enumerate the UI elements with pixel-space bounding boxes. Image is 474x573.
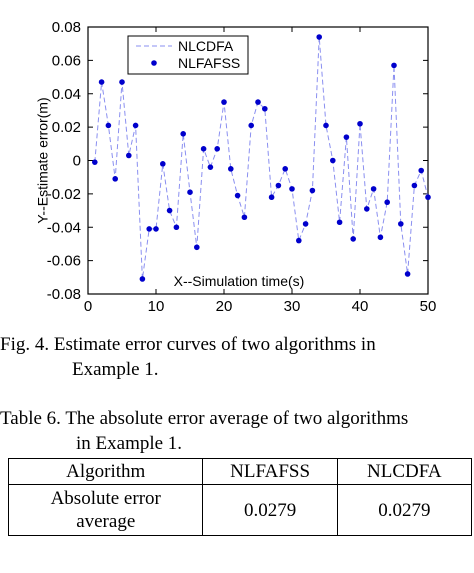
nlfafss-point [336,219,343,226]
y-tick-label: -0.06 [47,253,81,270]
nlfafss-point [384,199,391,206]
y-tick-label: 0.08 [52,19,81,36]
nlfafss-point [323,122,329,129]
nlfafss-point [377,234,384,241]
nlfafss-point [180,131,186,137]
table-caption-line-2: in Example 1. [76,433,183,454]
y-tick-label: -0.08 [47,286,81,303]
figure-caption-line-2: Example 1. [72,359,159,380]
nlfafss-point [296,237,302,244]
nlfafss-point [309,187,316,194]
nlfafss-point [92,159,98,165]
nlfafss-point [234,192,241,199]
y-axis-label: Y--Estimate error(m) [35,97,51,223]
nlfafss-point [187,189,193,196]
nlfafss-point [330,157,336,164]
table-caption-line-1: Table 6. The absolute error average of t… [0,408,409,429]
nlfafss-point [425,194,431,201]
nlfafss-point [370,186,377,192]
nlfafss-point [404,271,411,277]
nlfafss-point [289,186,295,192]
nlfafss-point [228,166,234,172]
table-row: Absolute error average 0.0279 0.0279 [7,484,473,536]
nlfafss-point [418,167,425,174]
nlfafss-point [153,226,159,232]
header-nlfafss: NLFAFSS [202,458,338,485]
x-tick-label: 10 [148,298,165,315]
x-tick-label: 50 [420,298,437,315]
nlfafss-point [221,99,227,105]
figure-caption: Fig. 4. Estimate error curves of two alg… [0,332,474,382]
y-tick-label: 0 [73,153,81,170]
nlfafss-point [262,105,268,112]
error-chart: 0 10 20 30 40 50 0.08 0.06 0.04 0.02 0 -0.02 -0.04 -0… [35,19,437,315]
nlfafss-point [241,214,248,221]
tick-labels: 0 10 20 30 40 50 0.08 0.06 0.04 0.02 0 -0.02 -0.04 -0… [47,19,437,315]
nlfafss-point [214,146,220,152]
nlfafss-point [316,34,323,40]
y-tick-label: 0.04 [52,86,81,103]
nlfafss-point [343,134,350,140]
y-tick-label: 0.06 [52,52,81,69]
nlfafss-point [350,236,357,242]
nlfafss-point [146,226,152,232]
nlfafss-point [132,122,139,129]
x-tick-label: 20 [216,298,233,315]
nlfafss-point [302,221,309,227]
x-tick-label: 30 [284,298,301,315]
nlfafss-point [398,221,404,227]
table-header-row: Algorithm NLFAFSS NLCDFA [7,458,473,485]
nlfafss-point [207,164,214,170]
y-tick-label: -0.02 [47,186,81,203]
value-nlfafss: 0.0279 [202,484,338,536]
nlfafss-point [160,161,166,167]
legend-label-nlcdfa: NLCDFA [178,38,234,54]
y-tick-label: 0.02 [52,119,81,136]
nlfafss-point [200,146,207,152]
nlfafss-point [248,122,254,129]
header-algorithm: Algorithm [7,458,204,485]
row-label-cell: Absolute error average [7,484,204,536]
nlfafss-point [194,244,200,251]
nlfafss-point [391,62,397,69]
row-label-line-2: average [76,511,136,532]
nlfafss-point [411,182,418,189]
absolute-error-table: Algorithm NLFAFSS NLCDFA Absolute error … [7,458,473,536]
nlfafss-point [275,182,282,189]
x-axis-label: X--Simulation time(s) [174,273,305,289]
nlfafss-point [105,122,112,129]
legend-box [127,35,249,75]
nlfafss-point [364,206,370,212]
value-nlcdfa: 0.0279 [336,484,473,536]
x-tick-label: 40 [352,298,369,315]
header-nlcdfa: NLCDFA [336,458,473,485]
nlfafss-point [268,194,275,201]
nlfafss-point [173,224,180,231]
row-label-line-1: Absolute error [50,488,161,509]
nlfafss-point [126,152,132,159]
nlfafss-point [357,120,363,127]
nlfafss-point [282,166,289,172]
y-tick-label: -0.04 [47,219,81,236]
x-tick-label: 0 [84,298,92,315]
nlfafss-point [166,207,173,214]
nlfafss-point [98,79,105,85]
nlfafss-point [139,276,146,282]
legend-marker-sample [151,60,157,66]
figure-caption-line-1: Fig. 4. Estimate error curves of two alg… [0,334,376,355]
legend-label-nlfafss: NLFAFSS [178,55,240,71]
nlfafss-point [119,79,125,85]
nlfafss-markers [92,34,431,282]
nlfafss-point [255,99,261,105]
nlfafss-point [112,176,118,182]
legend: NLCDFA NLFAFSS [127,35,249,75]
table-caption: Table 6. The absolute error average of t… [0,406,408,456]
